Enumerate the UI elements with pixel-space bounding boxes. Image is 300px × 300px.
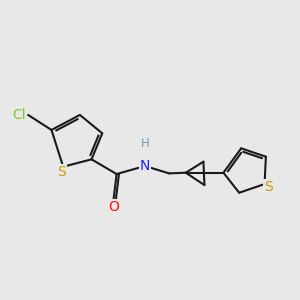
Text: S: S <box>264 180 273 194</box>
Text: Cl: Cl <box>12 108 26 122</box>
Text: S: S <box>57 165 66 179</box>
Text: O: O <box>108 200 119 214</box>
Text: N: N <box>140 159 150 173</box>
Text: H: H <box>141 137 150 151</box>
